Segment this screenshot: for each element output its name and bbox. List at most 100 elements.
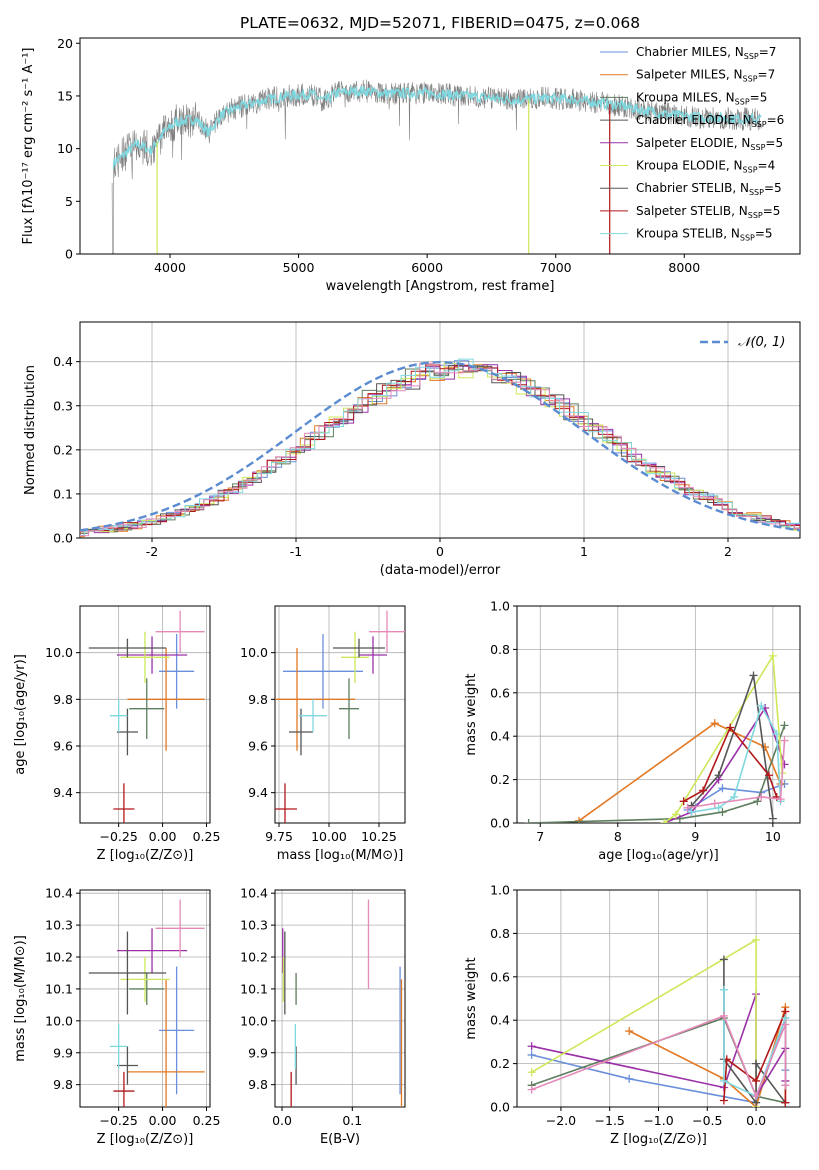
residual-histogram-step <box>80 365 800 534</box>
y-axis-label: mass weight <box>464 957 479 1039</box>
mass-weight-marker <box>671 810 680 819</box>
x-tick-label: 8 <box>614 829 622 844</box>
spectrum-lines <box>111 79 762 254</box>
legend-count: =5 <box>755 227 773 241</box>
legend-subscript: SSP <box>752 120 767 129</box>
y-tick-label: 10.4 <box>45 886 73 901</box>
y-tick-label: 1.0 <box>490 883 510 898</box>
y-tick-label: 0.8 <box>490 926 510 941</box>
y-tick-label: 5 <box>65 194 73 209</box>
mass-weight-marker <box>718 808 727 817</box>
mass-vs-metallicity-plot: −0.25 0.00 0.25 9.8 9.9 10.0 10.1 10.2 10.3 10.4 Z… <box>13 886 220 1147</box>
weight-lines-group <box>524 651 789 823</box>
y-tick-label: 10.2 <box>240 950 268 965</box>
legend-entry: Chabrier STELIB, NSSP=5 <box>636 181 782 197</box>
residual-histogram-step <box>80 364 800 536</box>
legend-entry: Salpeter ELODIE, NSSP=5 <box>636 136 783 152</box>
y-tick-label: 10.3 <box>240 918 268 933</box>
mass-vs-ebv-plot: 0.0 0.1 9.8 9.9 10.0 10.1 10.2 10.3 10.4 E(B-V) <box>240 886 406 1147</box>
legend-subscript: SSP <box>735 97 750 106</box>
plot-frame <box>79 889 211 1108</box>
legend-subscript: SSP <box>748 211 763 220</box>
x-axis-label: Z [log₁₀(Z/Z⊙)] <box>610 1132 707 1147</box>
legend-count: =7 <box>758 68 776 82</box>
legend-label: Salpeter MILES, N <box>636 68 743 82</box>
mass-weight-marker <box>683 803 692 812</box>
x-tick-label: −0.5 <box>692 1113 722 1128</box>
mass-weight-marker <box>527 1068 536 1077</box>
y-tick-label: 9.6 <box>248 739 268 754</box>
y-tick-label: 0.3 <box>53 398 73 413</box>
mass-weight-line <box>663 653 783 823</box>
y-tick-label: 0.4 <box>490 729 510 744</box>
legend-count: =5 <box>764 181 782 195</box>
y-tick-label: 9.8 <box>248 1077 268 1092</box>
plot-frame <box>79 605 211 824</box>
mass-weight-marker <box>687 808 696 817</box>
legend-subscript: SSP <box>740 234 755 243</box>
mass-weight-marker <box>776 779 785 788</box>
mass-weight-marker <box>752 1076 761 1085</box>
y-tick-label: 0.2 <box>490 772 510 787</box>
legend-entry: Chabrier ELODIE, NSSP=6 <box>636 113 784 129</box>
mass-weight-marker <box>772 730 781 739</box>
legend-entry: Kroupa ELODIE, NSSP=4 <box>636 159 775 175</box>
mass-weight-marker <box>781 1020 790 1029</box>
mass-weight-marker <box>679 797 688 806</box>
x-axis-label: mass [log₁₀(M/M⊙)] <box>277 848 404 863</box>
x-tick-label: −1.0 <box>643 1113 673 1128</box>
x-tick-label: 1 <box>580 544 588 559</box>
x-tick-label: 0.0 <box>272 1113 292 1128</box>
x-axis-label: age [log₁₀(age/yr)] <box>598 848 719 863</box>
legend-label: Kroupa ELODIE, N <box>636 159 743 173</box>
x-axis-label: wavelength [Angstrom, rest frame] <box>326 279 555 294</box>
y-tick-label: 0 <box>65 247 73 262</box>
x-tick-label: 7000 <box>540 260 572 275</box>
x-tick-label: −0.25 <box>99 829 137 844</box>
mass-weight-line <box>578 722 782 822</box>
legend-entry: Salpeter MILES, NSSP=7 <box>636 68 775 84</box>
y-tick-label: 10.4 <box>240 886 268 901</box>
plot-frame <box>274 605 406 824</box>
mass-weight-marker <box>752 1092 761 1101</box>
mass-weight-marker <box>764 771 773 780</box>
mass-weight-marker <box>768 651 777 660</box>
mass-weight-marker <box>749 671 758 680</box>
residuals-histogram-plot: -2 -1 0 1 2 0.0 0.1 0.2 0.3 0.4 (data-model)/error… <box>23 321 801 578</box>
x-tick-label: 0.0 <box>746 1113 766 1128</box>
y-tick-label: 10.0 <box>45 1013 73 1028</box>
mass-weight-marker <box>625 1027 634 1036</box>
errorbar-group <box>88 610 205 823</box>
y-tick-label: 15 <box>57 88 73 103</box>
x-tick-label: −2.0 <box>546 1113 576 1128</box>
x-axis-label: (data-model)/error <box>380 563 501 578</box>
legend-label: 𝒩(0, 1) <box>738 335 785 350</box>
legend-label: Salpeter STELIB, N <box>636 204 748 218</box>
y-tick-label: 9.9 <box>248 1045 268 1060</box>
y-tick-label: 10.3 <box>45 918 73 933</box>
y-tick-label: 0.2 <box>490 1056 510 1071</box>
mass-weight-marker <box>699 786 708 795</box>
mass-weight-vs-metallicity-plot: −2.0 −1.5 −1.0 −0.5 0.0 0.0 0.2 0.4 0.6 0.8 1.0 Z [… <box>464 883 801 1147</box>
legend-label: Chabrier STELIB, N <box>636 181 749 195</box>
legend-label: Chabrier ELODIE, N <box>636 113 752 127</box>
errorbar-group <box>282 899 403 1107</box>
mass-weight-marker <box>710 719 719 728</box>
x-tick-label: −0.25 <box>99 1113 137 1128</box>
y-tick-label: 0.1 <box>53 486 73 501</box>
y-tick-label: 0.8 <box>490 642 510 657</box>
y-tick-label: 9.4 <box>248 785 268 800</box>
mass-weight-marker <box>710 799 719 808</box>
y-tick-label: 9.8 <box>248 692 268 707</box>
x-tick-label: -1 <box>290 544 302 559</box>
mass-weight-marker <box>719 1076 728 1085</box>
y-tick-label: 0.4 <box>490 1013 510 1028</box>
mass-weight-marker <box>527 1042 536 1051</box>
mass-weight-marker <box>768 814 777 823</box>
legend-count: =7 <box>759 45 777 59</box>
y-axis-label: mass [log₁₀(M/M⊙)] <box>13 935 28 1062</box>
x-tick-label: 2 <box>724 544 732 559</box>
x-tick-label: 6000 <box>411 260 443 275</box>
y-tick-label: 9.8 <box>53 692 73 707</box>
